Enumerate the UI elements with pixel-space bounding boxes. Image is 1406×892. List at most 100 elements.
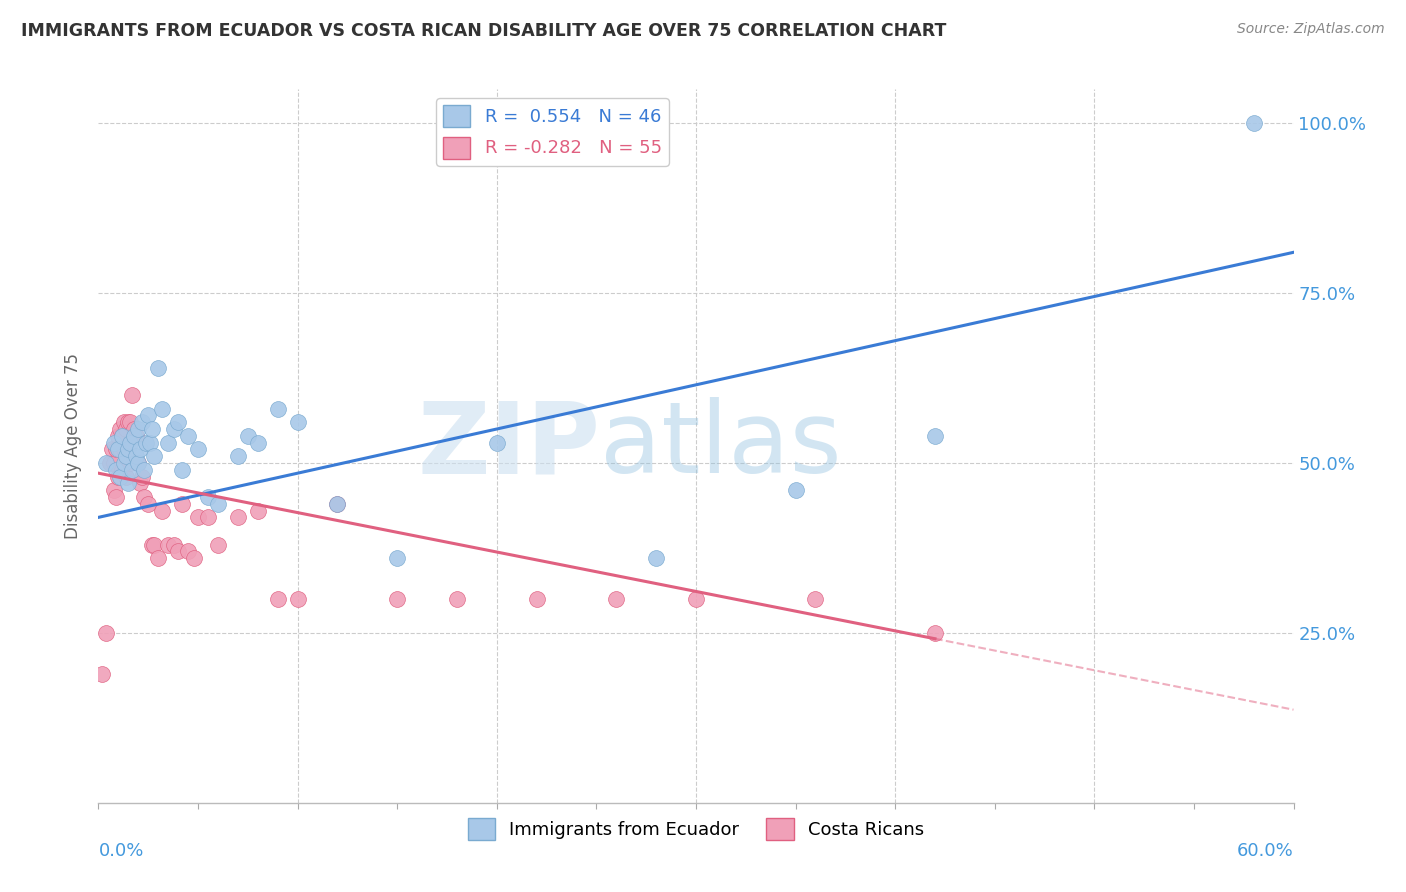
Point [141, 537, 163, 551]
Point [111, 429, 134, 443]
Point [187, 510, 209, 524]
Point [148, 551, 170, 566]
Point [135, 435, 157, 450]
Point [207, 497, 229, 511]
Text: ZIP: ZIP [418, 398, 600, 494]
Point [112, 415, 135, 429]
Point [127, 456, 149, 470]
Point [143, 449, 166, 463]
Text: 60.0%: 60.0% [1237, 842, 1294, 860]
Point [134, 463, 156, 477]
Point [115, 422, 138, 436]
Point [127, 456, 149, 470]
Point [157, 435, 180, 450]
Point [605, 591, 627, 606]
Point [148, 360, 170, 375]
Point [172, 497, 194, 511]
Point [150, 401, 173, 416]
Point [177, 544, 200, 558]
Point [117, 415, 139, 429]
Point [226, 510, 249, 524]
Point [121, 463, 143, 477]
Point [105, 490, 128, 504]
Point [120, 456, 142, 470]
Point [112, 442, 135, 457]
Point [101, 442, 124, 457]
Point [96, 456, 118, 470]
Point [287, 591, 309, 606]
Point [105, 442, 128, 457]
Point [141, 422, 163, 436]
Point [804, 591, 827, 606]
Point [167, 544, 190, 558]
Point [131, 469, 153, 483]
Legend: Immigrants from Ecuador, Costa Ricans: Immigrants from Ecuador, Costa Ricans [461, 811, 931, 847]
Point [120, 415, 142, 429]
Point [115, 449, 138, 463]
Text: atlas: atlas [600, 398, 842, 494]
Point [110, 469, 132, 483]
Point [485, 435, 508, 450]
Point [115, 469, 138, 483]
Point [107, 429, 129, 443]
Point [246, 435, 269, 450]
Point [226, 449, 249, 463]
Point [134, 490, 156, 504]
Text: 0.0%: 0.0% [98, 842, 143, 860]
Point [111, 463, 134, 477]
Point [124, 429, 146, 443]
Point [124, 422, 146, 436]
Point [129, 442, 152, 457]
Point [150, 503, 173, 517]
Point [685, 591, 707, 606]
Point [127, 422, 149, 436]
Point [107, 442, 129, 457]
Point [125, 449, 148, 463]
Point [117, 449, 139, 463]
Point [187, 442, 209, 457]
Point [125, 429, 148, 443]
Point [139, 435, 162, 450]
Point [246, 503, 269, 517]
Point [207, 537, 229, 551]
Point [163, 422, 186, 436]
Point [236, 429, 259, 443]
Point [924, 429, 946, 443]
Point [385, 551, 409, 566]
Point [385, 591, 409, 606]
Text: Source: ZipAtlas.com: Source: ZipAtlas.com [1237, 22, 1385, 37]
Point [136, 497, 159, 511]
Point [96, 626, 118, 640]
Point [197, 490, 219, 504]
Point [111, 429, 134, 443]
Point [163, 537, 186, 551]
Point [117, 476, 139, 491]
Point [267, 401, 290, 416]
Point [526, 591, 548, 606]
Point [287, 415, 309, 429]
Point [177, 429, 200, 443]
Y-axis label: Disability Age Over 75: Disability Age Over 75 [65, 353, 83, 539]
Point [98, 456, 122, 470]
Point [924, 626, 946, 640]
Point [103, 456, 125, 470]
Point [103, 483, 125, 498]
Point [91, 666, 114, 681]
Point [136, 409, 159, 423]
Point [110, 422, 132, 436]
Point [1243, 116, 1265, 130]
Point [110, 442, 132, 457]
Point [112, 456, 135, 470]
Point [103, 435, 125, 450]
Point [167, 415, 190, 429]
Point [197, 510, 219, 524]
Point [131, 415, 153, 429]
Point [785, 483, 807, 498]
Point [107, 469, 129, 483]
Point [129, 476, 152, 491]
Point [645, 551, 668, 566]
Point [267, 591, 290, 606]
Point [117, 442, 139, 457]
Point [105, 463, 128, 477]
Point [446, 591, 468, 606]
